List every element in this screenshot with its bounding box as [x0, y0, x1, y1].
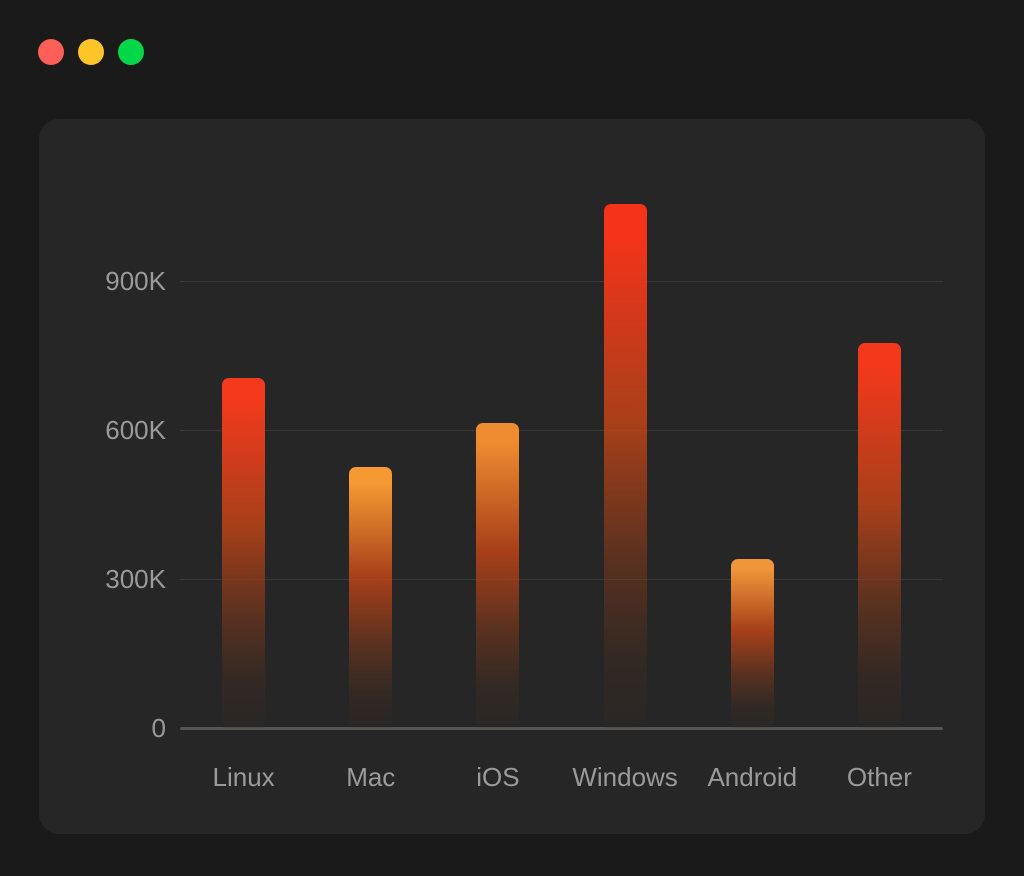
- x-axis-tick-label-ios: iOS: [476, 762, 520, 792]
- x-axis-tick-label-android: Android: [707, 762, 798, 792]
- bar-chart-plot-area: 0 300K 600K 900K Linux Mac iOS Windows Android Ot…: [39, 119, 985, 834]
- window-titlebar: [0, 0, 1024, 104]
- x-axis-tick-label-mac: Mac: [346, 762, 396, 792]
- y-axis-tick-label: 600K: [105, 415, 166, 445]
- x-axis-tick-label-other: Other: [846, 762, 912, 792]
- chart-card: 0 300K 600K 900K Linux Mac iOS Windows Android Ot…: [39, 119, 985, 834]
- window-controls: [38, 39, 144, 65]
- bar-windows[interactable]: [603, 204, 647, 728]
- x-axis-tick-label-linux: Linux: [212, 762, 275, 792]
- bar-android[interactable]: [730, 559, 774, 728]
- y-axis-tick-label: 900K: [105, 266, 166, 296]
- y-gridline: [180, 430, 943, 431]
- y-gridline: [180, 281, 943, 282]
- bar-other[interactable]: [857, 343, 901, 728]
- y-axis-tick-label: 300K: [105, 564, 166, 594]
- y-gridline: [180, 579, 943, 580]
- maximize-button[interactable]: [118, 39, 144, 65]
- bar-mac[interactable]: [349, 467, 393, 728]
- y-axis-tick-label: 0: [151, 713, 166, 743]
- x-axis-tick-label-windows: Windows: [572, 762, 678, 792]
- bar-linux[interactable]: [222, 377, 266, 728]
- close-button[interactable]: [38, 39, 64, 65]
- bar-ios[interactable]: [476, 422, 520, 728]
- minimize-button[interactable]: [78, 39, 104, 65]
- x-axis-line: [180, 727, 943, 730]
